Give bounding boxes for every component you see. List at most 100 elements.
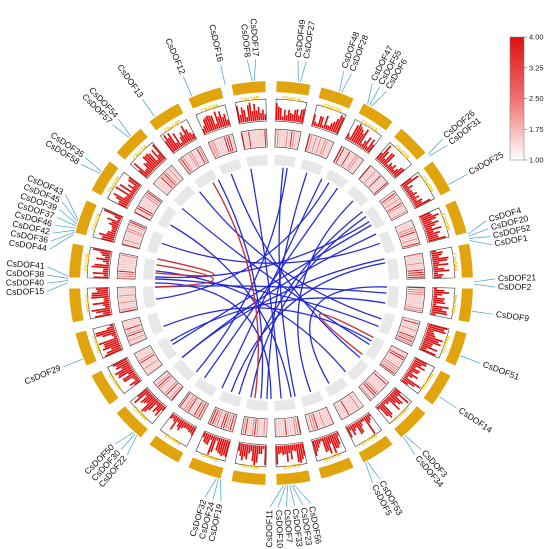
histogram-bar bbox=[336, 431, 340, 436]
histogram-bar bbox=[157, 154, 165, 162]
histogram-bar bbox=[210, 436, 218, 453]
chromosome-layer: Chr01AChr01BChr02AChr02BChr03AChr03BChr0… bbox=[69, 81, 473, 485]
histogram-bar bbox=[106, 346, 122, 354]
histogram-bar bbox=[216, 438, 223, 453]
histogram-bar bbox=[317, 115, 323, 128]
histogram-bar bbox=[92, 272, 109, 275]
density-stripe bbox=[389, 351, 404, 361]
histogram-bar bbox=[148, 399, 159, 411]
histogram-bar bbox=[389, 394, 401, 405]
chromosome-label: Chr05A bbox=[440, 334, 452, 354]
density-layer bbox=[116, 128, 426, 438]
histogram-bar bbox=[133, 162, 149, 177]
histogram-bar bbox=[295, 109, 299, 123]
histogram-bar bbox=[315, 439, 320, 448]
density-stripe bbox=[337, 149, 347, 164]
legend-colorbar bbox=[509, 36, 525, 161]
histogram-bar bbox=[142, 156, 156, 170]
gene-pointer-line bbox=[114, 432, 134, 445]
histogram-bar bbox=[424, 334, 443, 343]
gene-pointer-line bbox=[467, 220, 487, 235]
histogram-bar bbox=[262, 445, 265, 449]
histogram-bar bbox=[432, 305, 449, 310]
density-stripe bbox=[147, 192, 161, 203]
histogram-bar bbox=[383, 154, 396, 167]
density-stripe bbox=[192, 151, 202, 166]
histogram-bar bbox=[313, 439, 319, 452]
density-stripe bbox=[210, 141, 218, 158]
density-stripe bbox=[285, 130, 289, 147]
density-stripe bbox=[145, 361, 160, 372]
density-stripe bbox=[119, 259, 136, 263]
histogram-bar bbox=[102, 260, 110, 263]
histogram-bar bbox=[365, 139, 376, 152]
density-stripe bbox=[364, 382, 377, 395]
histogram-bar bbox=[422, 342, 432, 348]
density-stripe bbox=[120, 308, 137, 313]
density-stripe bbox=[338, 401, 348, 417]
histogram-bar bbox=[352, 126, 363, 143]
density-stripe bbox=[345, 397, 356, 412]
histogram-bar bbox=[258, 445, 261, 454]
density-stripe bbox=[265, 419, 268, 436]
gene-pointer-line bbox=[54, 224, 76, 229]
gene-label: CsDOF8 bbox=[239, 23, 252, 58]
density-stripe bbox=[196, 148, 206, 164]
histogram-bar bbox=[330, 121, 336, 132]
density-stripe bbox=[364, 170, 376, 184]
histogram-bar bbox=[407, 191, 414, 196]
density-stripe bbox=[305, 134, 311, 151]
density-stripe bbox=[360, 167, 373, 181]
histogram-bar bbox=[115, 196, 129, 205]
histogram-bar bbox=[426, 230, 441, 237]
density-stripe bbox=[407, 293, 424, 296]
density-stripe bbox=[119, 300, 136, 304]
density-stripe bbox=[407, 269, 424, 272]
histogram-bar bbox=[283, 445, 287, 455]
density-stripe bbox=[369, 377, 382, 390]
histogram-bar bbox=[345, 132, 350, 139]
histogram-bar bbox=[430, 250, 436, 253]
density-stripe bbox=[195, 402, 205, 417]
density-stripe bbox=[390, 208, 406, 218]
histogram-bar bbox=[104, 340, 120, 348]
density-stripe bbox=[118, 268, 135, 271]
density-stripe bbox=[314, 412, 321, 429]
histogram-bar bbox=[98, 232, 115, 239]
histogram-bar bbox=[281, 445, 285, 456]
histogram-bar bbox=[100, 251, 111, 256]
density-stripe bbox=[284, 419, 287, 436]
histogram-bar bbox=[387, 395, 397, 404]
histogram-bar bbox=[382, 400, 386, 405]
gene-label: CsDOF11 bbox=[264, 510, 274, 548]
histogram-bar bbox=[413, 200, 423, 207]
density-stripe bbox=[384, 358, 399, 369]
histogram-bar bbox=[94, 263, 109, 267]
density-stripe bbox=[126, 328, 143, 335]
histogram-bar bbox=[180, 421, 186, 429]
histogram-bar bbox=[176, 420, 185, 431]
legend-tick-label: 1.75 bbox=[529, 125, 544, 134]
gene-label: CsDOF10 bbox=[274, 510, 285, 549]
gene-label: CsDOF15 bbox=[6, 286, 45, 297]
density-stripe bbox=[162, 379, 175, 393]
histogram-bar bbox=[421, 344, 438, 352]
density-stripe bbox=[157, 179, 170, 192]
legend-tick-label: 2.50 bbox=[529, 94, 544, 103]
gene-pointer-line bbox=[427, 138, 443, 155]
inner-ring-segment bbox=[300, 159, 324, 176]
density-stripe bbox=[225, 413, 231, 430]
histogram-bar bbox=[321, 124, 324, 129]
density-stripe bbox=[385, 198, 400, 209]
density-stripe bbox=[398, 226, 414, 234]
density-stripe bbox=[405, 307, 422, 312]
inner-ring-segment bbox=[274, 155, 296, 168]
density-stripe bbox=[230, 135, 236, 151]
density-stripe bbox=[124, 237, 141, 243]
density-stripe bbox=[223, 137, 230, 153]
histogram-bar bbox=[102, 331, 116, 338]
histogram-bar bbox=[179, 136, 186, 145]
histogram-bar bbox=[424, 223, 436, 229]
density-track-segment bbox=[133, 189, 163, 221]
